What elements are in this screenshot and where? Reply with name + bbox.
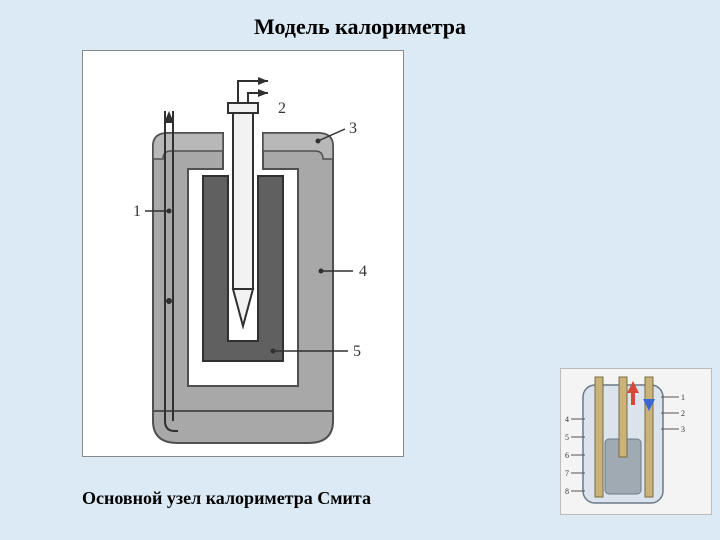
thumb-tube-right [645, 377, 653, 497]
label-3: 3 [349, 120, 357, 137]
thumb-label-3: 3 [681, 425, 685, 434]
thumbnail-svg: 1 2 3 4 5 6 7 8 [561, 369, 711, 514]
exhaust-arrows [238, 77, 268, 103]
thumb-tube-left [595, 377, 603, 497]
thumb-label-6: 6 [565, 451, 569, 460]
label-2: 2 [278, 100, 286, 117]
main-caption: Основной узел калориметра Смита [82, 488, 371, 509]
thumb-label-7: 7 [565, 469, 569, 478]
thumb-label-4: 4 [565, 415, 569, 424]
label-4: 4 [359, 263, 367, 280]
main-diagram: 1 2 3 4 5 [82, 50, 404, 457]
thumb-label-2: 2 [681, 409, 685, 418]
thumbnail-diagram: 1 2 3 4 5 6 7 8 [560, 368, 712, 515]
thumb-tube-mid [619, 377, 627, 457]
label-5: 5 [353, 343, 361, 360]
calorimeter-svg: 1 2 3 4 5 [83, 51, 403, 456]
probe [228, 103, 258, 326]
thumb-label-8: 8 [565, 487, 569, 496]
thumb-label-1: 1 [681, 393, 685, 402]
label-1: 1 [133, 203, 141, 220]
page-title: Модель калориметра [0, 14, 720, 40]
thumb-label-5: 5 [565, 433, 569, 442]
